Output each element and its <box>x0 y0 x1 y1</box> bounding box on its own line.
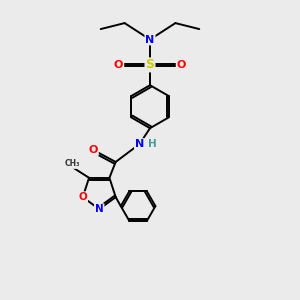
Text: O: O <box>88 145 98 155</box>
Text: O: O <box>177 60 186 70</box>
Text: CH₃: CH₃ <box>65 159 80 168</box>
Text: O: O <box>114 60 123 70</box>
Text: N: N <box>135 139 144 149</box>
Text: N: N <box>146 34 154 44</box>
Text: O: O <box>78 192 87 202</box>
Text: H: H <box>148 139 157 149</box>
Text: N: N <box>95 204 103 214</box>
Text: S: S <box>146 58 154 71</box>
